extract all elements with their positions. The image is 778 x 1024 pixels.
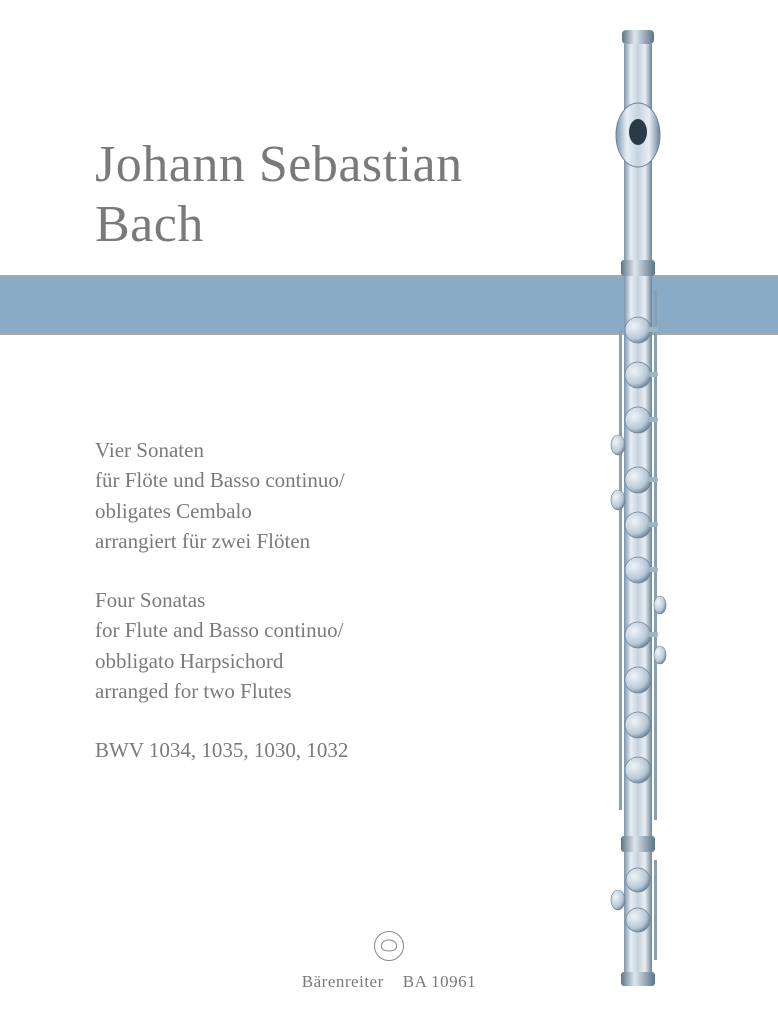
publisher-name: Bärenreiter (302, 972, 384, 991)
en-line2: for Flute and Basso continuo/ (95, 615, 348, 645)
de-line1: Vier Sonaten (95, 435, 348, 465)
subtitle-german: Vier Sonaten für Flöte und Basso continu… (95, 435, 348, 557)
composer-line2: Bach (95, 196, 204, 253)
publisher-logo-icon (374, 931, 404, 961)
de-line3: obligates Cembalo (95, 496, 348, 526)
subtitle-english: Four Sonatas for Flute and Basso continu… (95, 585, 348, 707)
flute-illustration (588, 30, 688, 990)
en-line4: arranged for two Flutes (95, 676, 348, 706)
publisher-line: Bärenreiter BA 10961 (0, 972, 778, 992)
composer-name: Johann Sebastian Bach (95, 135, 463, 255)
subtitle-block: Vier Sonaten für Flöte und Basso continu… (95, 435, 348, 765)
en-line1: Four Sonatas (95, 585, 348, 615)
bwv-numbers: BWV 1034, 1035, 1030, 1032 (95, 735, 348, 765)
catalog-number: BA 10961 (403, 972, 476, 991)
composer-line1: Johann Sebastian (95, 136, 463, 193)
de-line2: für Flöte und Basso continuo/ (95, 465, 348, 495)
publisher-block: Bärenreiter BA 10961 (0, 931, 778, 992)
de-line4: arrangiert für zwei Flöten (95, 526, 348, 556)
en-line3: obbligato Harpsichord (95, 646, 348, 676)
accent-band (0, 275, 778, 335)
